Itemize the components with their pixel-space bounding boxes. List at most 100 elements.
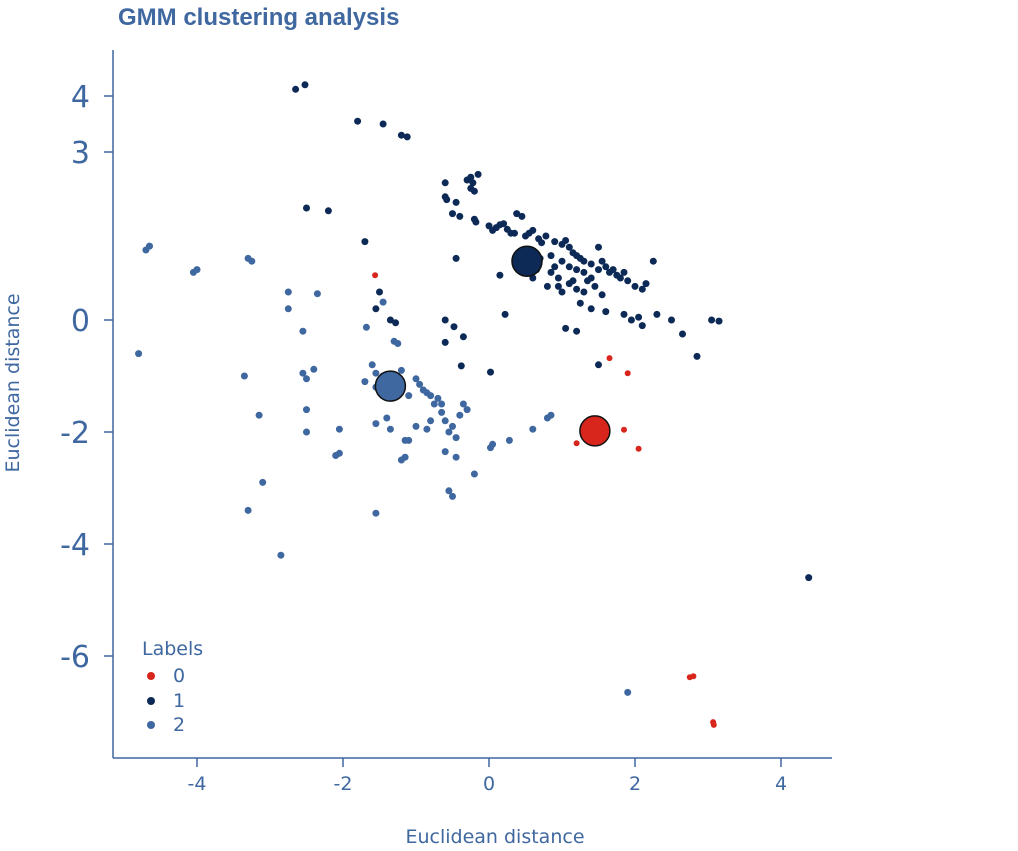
legend-entry-0: 0 <box>147 665 185 687</box>
point-label-1 <box>500 220 508 228</box>
x-tick-label: 2 <box>629 773 641 795</box>
legend-marker-2 <box>147 721 155 729</box>
point-label-2 <box>362 323 370 331</box>
point-label-2 <box>372 369 380 377</box>
point-label-0 <box>635 445 642 452</box>
point-label-2 <box>277 551 285 559</box>
point-label-1 <box>518 212 526 220</box>
x-axis: -4 -2 0 2 4 <box>113 757 832 795</box>
point-label-1 <box>715 317 723 325</box>
point-label-1 <box>805 574 813 582</box>
point-label-0 <box>710 721 717 728</box>
point-label-1 <box>554 274 562 282</box>
point-label-1 <box>562 324 570 332</box>
point-label-1 <box>554 282 562 290</box>
point-label-2 <box>412 375 420 383</box>
point-label-2 <box>416 380 424 388</box>
y-tick-label: 4 <box>71 80 90 115</box>
point-label-1 <box>470 187 478 195</box>
point-label-1 <box>580 288 588 296</box>
point-label-2 <box>401 436 409 444</box>
point-label-1 <box>679 330 686 338</box>
x-tick-label: 4 <box>775 773 787 795</box>
point-label-2 <box>313 290 321 298</box>
point-label-0 <box>690 673 697 680</box>
point-label-1 <box>595 266 602 274</box>
point-label-2 <box>240 372 248 380</box>
point-label-2 <box>379 298 387 306</box>
point-label-2 <box>445 428 453 436</box>
x-tick-label: -2 <box>334 773 353 795</box>
data-points <box>135 81 813 728</box>
x-tick-label: -4 <box>188 773 207 795</box>
point-label-2 <box>193 266 201 274</box>
point-label-2 <box>299 327 307 335</box>
point-label-2 <box>405 392 413 400</box>
point-label-0 <box>624 370 631 377</box>
y-tick-label: 3 <box>71 136 90 171</box>
chart-title: GMM clustering analysis <box>118 4 399 31</box>
point-label-1 <box>591 282 599 290</box>
point-label-2 <box>445 487 453 495</box>
point-label-1 <box>529 226 537 234</box>
point-label-2 <box>459 400 467 408</box>
point-label-1 <box>513 210 521 218</box>
point-label-1 <box>303 204 310 212</box>
point-label-2 <box>624 688 632 696</box>
point-label-1 <box>602 308 610 316</box>
point-label-2 <box>427 392 435 400</box>
point-label-1 <box>638 285 646 293</box>
point-label-1 <box>547 252 555 260</box>
point-label-1 <box>386 316 394 324</box>
point-label-1 <box>609 266 617 274</box>
point-label-0 <box>606 355 613 362</box>
point-label-2 <box>456 411 464 419</box>
point-label-2 <box>441 448 449 456</box>
point-label-1 <box>542 232 550 240</box>
point-label-2 <box>386 425 394 433</box>
point-label-1 <box>573 285 581 293</box>
point-label-1 <box>598 257 606 265</box>
point-label-1 <box>392 319 400 327</box>
point-label-1 <box>354 117 362 125</box>
point-label-1 <box>457 362 465 370</box>
point-label-1 <box>573 266 581 274</box>
y-tick-label: -4 <box>60 528 90 563</box>
point-label-1 <box>580 268 588 276</box>
legend-marker-1 <box>147 697 155 705</box>
point-label-1 <box>624 277 632 285</box>
point-label-1 <box>372 305 380 313</box>
point-label-2 <box>284 288 292 296</box>
point-label-1 <box>450 323 458 331</box>
legend-entry-1: 1 <box>147 690 185 712</box>
point-label-1 <box>708 316 716 324</box>
point-label-1 <box>301 81 309 89</box>
point-label-2 <box>259 478 267 486</box>
point-label-1 <box>379 120 387 128</box>
point-label-2 <box>135 350 143 358</box>
point-label-2 <box>255 411 263 419</box>
point-label-1 <box>580 257 588 265</box>
point-label-1 <box>441 338 449 346</box>
point-label-1 <box>403 133 411 141</box>
point-label-1 <box>649 257 657 265</box>
y-ticks: 4 3 0 -2 -4 -6 <box>60 80 113 675</box>
point-label-1 <box>558 288 566 296</box>
point-label-1 <box>511 229 518 237</box>
point-label-2 <box>449 492 456 500</box>
point-label-2 <box>452 453 460 461</box>
point-label-0 <box>621 426 627 433</box>
point-label-1 <box>631 282 639 290</box>
point-label-2 <box>335 425 343 433</box>
point-label-2 <box>427 417 435 425</box>
point-label-2 <box>463 406 471 414</box>
point-label-2 <box>397 366 405 374</box>
point-label-1 <box>620 268 628 276</box>
point-label-1 <box>551 238 559 246</box>
y-tick-label: -2 <box>60 416 90 451</box>
legend-label-0: 0 <box>173 665 185 687</box>
point-label-1 <box>538 239 546 247</box>
point-label-2 <box>529 425 537 433</box>
point-label-2 <box>372 509 380 517</box>
point-label-1 <box>573 327 581 335</box>
